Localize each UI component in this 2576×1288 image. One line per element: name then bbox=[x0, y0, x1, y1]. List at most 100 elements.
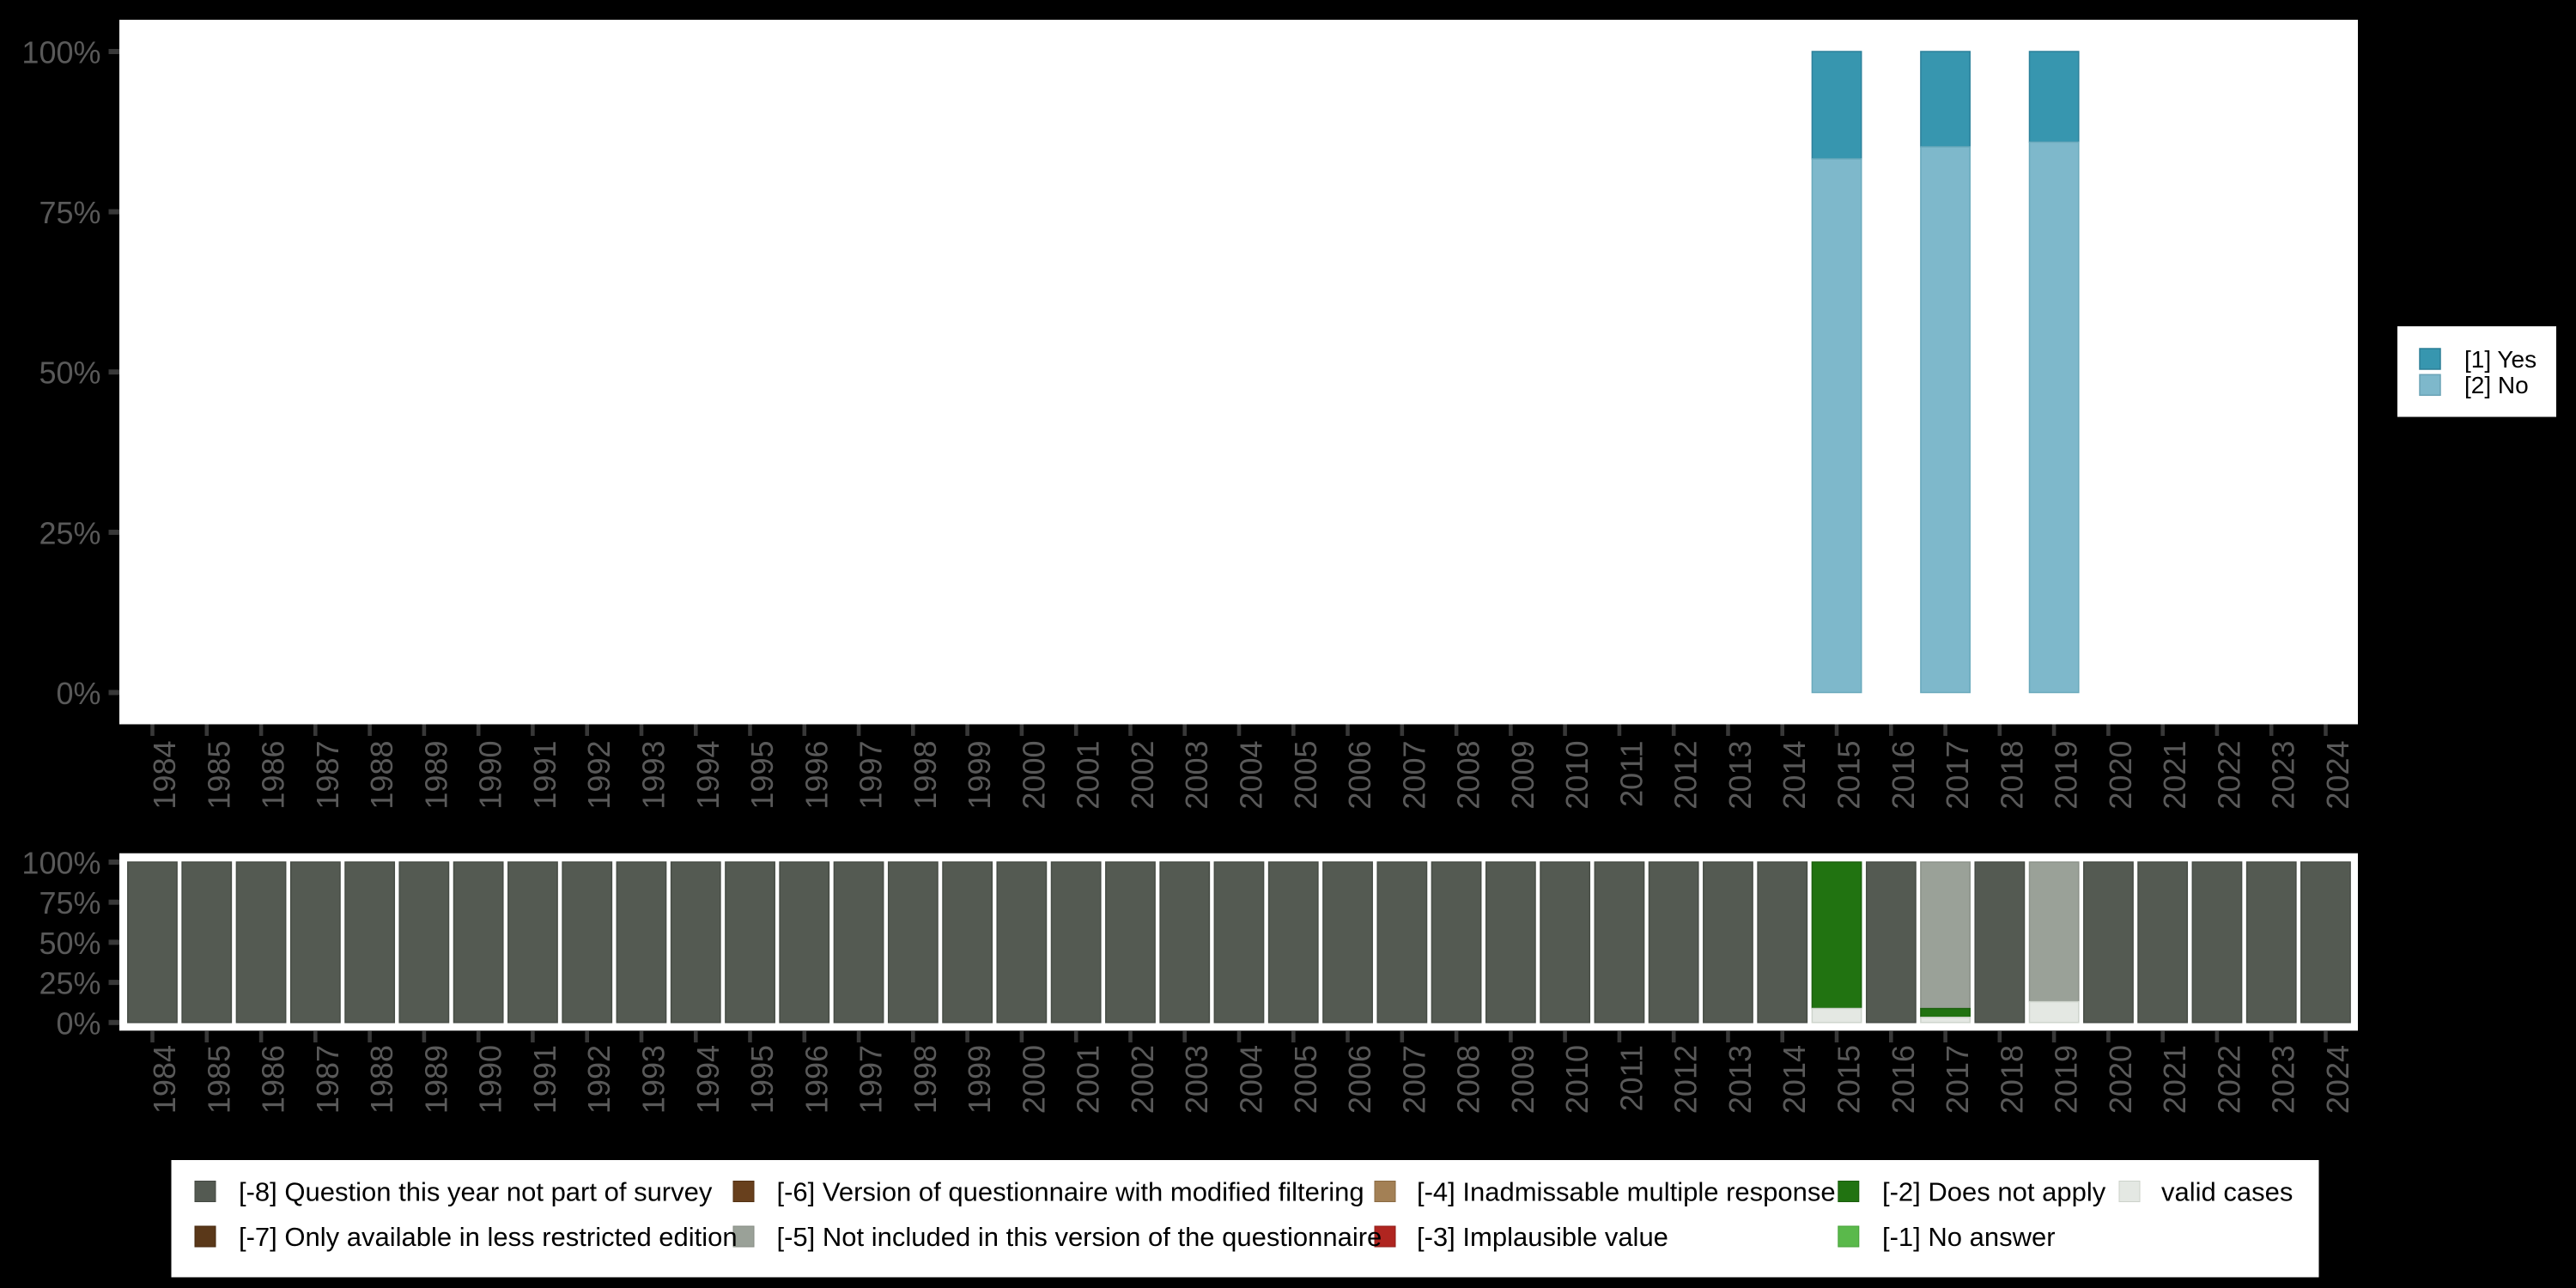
svg-text:2019: 2019 bbox=[2049, 741, 2084, 810]
svg-text:2003: 2003 bbox=[1179, 1045, 1214, 1114]
svg-text:1993: 1993 bbox=[636, 1045, 671, 1114]
svg-text:2021: 2021 bbox=[2157, 1045, 2192, 1114]
svg-text:1999: 1999 bbox=[962, 741, 997, 810]
svg-text:[-1] No answer: [-1] No answer bbox=[1882, 1222, 2056, 1252]
svg-text:1984: 1984 bbox=[147, 741, 182, 810]
svg-text:2024: 2024 bbox=[2320, 741, 2355, 810]
svg-text:2008: 2008 bbox=[1451, 1045, 1486, 1114]
svg-text:1987: 1987 bbox=[310, 741, 345, 810]
svg-text:50%: 50% bbox=[39, 926, 100, 961]
svg-text:2002: 2002 bbox=[1125, 741, 1160, 810]
svg-text:2013: 2013 bbox=[1722, 741, 1758, 810]
svg-text:1989: 1989 bbox=[418, 741, 453, 810]
svg-text:1986: 1986 bbox=[256, 1045, 291, 1114]
svg-text:2010: 2010 bbox=[1559, 1045, 1595, 1114]
svg-text:2015: 2015 bbox=[1832, 741, 1867, 810]
svg-text:100%: 100% bbox=[21, 35, 100, 70]
svg-text:1998: 1998 bbox=[908, 1045, 943, 1114]
svg-text:2012: 2012 bbox=[1668, 741, 1704, 810]
svg-text:1989: 1989 bbox=[418, 1045, 453, 1114]
svg-text:0%: 0% bbox=[56, 676, 100, 711]
svg-text:2022: 2022 bbox=[2211, 1045, 2246, 1114]
svg-text:2006: 2006 bbox=[1342, 741, 1377, 810]
svg-text:2022: 2022 bbox=[2211, 741, 2246, 810]
svg-text:[-7] Only available in less re: [-7] Only available in less restricted e… bbox=[239, 1222, 738, 1252]
svg-text:1998: 1998 bbox=[908, 741, 943, 810]
svg-text:1994: 1994 bbox=[690, 1045, 726, 1114]
svg-text:25%: 25% bbox=[39, 966, 100, 1001]
svg-text:[-8] Question this year not pa: [-8] Question this year not part of surv… bbox=[239, 1177, 713, 1207]
svg-text:2024: 2024 bbox=[2320, 1045, 2355, 1114]
svg-text:2015: 2015 bbox=[1832, 1045, 1867, 1114]
svg-text:2009: 2009 bbox=[1505, 741, 1540, 810]
svg-text:2023: 2023 bbox=[2266, 1045, 2301, 1114]
svg-text:[-2] Does not apply: [-2] Does not apply bbox=[1882, 1177, 2106, 1207]
svg-text:[-3] Implausible value: [-3] Implausible value bbox=[1417, 1222, 1668, 1252]
svg-text:2011: 2011 bbox=[1613, 1045, 1649, 1111]
svg-text:2001: 2001 bbox=[1071, 1045, 1106, 1114]
svg-text:2017: 2017 bbox=[1940, 741, 1975, 810]
svg-text:1997: 1997 bbox=[854, 741, 889, 810]
svg-text:[-5] Not included in this vers: [-5] Not included in this version of the… bbox=[777, 1222, 1382, 1252]
svg-text:2000: 2000 bbox=[1016, 1045, 1051, 1114]
svg-text:1987: 1987 bbox=[310, 1045, 345, 1114]
svg-text:[2] No: [2] No bbox=[2464, 372, 2529, 398]
svg-text:2009: 2009 bbox=[1505, 1045, 1540, 1114]
svg-text:2003: 2003 bbox=[1179, 741, 1214, 810]
svg-text:1988: 1988 bbox=[364, 741, 399, 810]
svg-text:1997: 1997 bbox=[854, 1045, 889, 1114]
svg-text:2008: 2008 bbox=[1451, 741, 1486, 810]
svg-text:2018: 2018 bbox=[1994, 1045, 2029, 1114]
svg-text:1999: 1999 bbox=[962, 1045, 997, 1114]
svg-text:25%: 25% bbox=[39, 515, 100, 550]
svg-text:1993: 1993 bbox=[636, 741, 671, 810]
svg-text:1996: 1996 bbox=[799, 741, 834, 810]
svg-text:[-4] Inadmissable multiple res: [-4] Inadmissable multiple response bbox=[1417, 1177, 1836, 1207]
svg-text:1996: 1996 bbox=[799, 1045, 834, 1114]
svg-text:75%: 75% bbox=[39, 195, 100, 230]
svg-text:2014: 2014 bbox=[1777, 1045, 1812, 1114]
svg-text:1985: 1985 bbox=[201, 741, 236, 810]
svg-text:1990: 1990 bbox=[473, 1045, 508, 1114]
svg-text:100%: 100% bbox=[21, 846, 100, 881]
svg-text:75%: 75% bbox=[39, 885, 100, 920]
svg-text:2019: 2019 bbox=[2049, 1045, 2084, 1114]
svg-text:2016: 2016 bbox=[1886, 741, 1921, 810]
svg-text:2023: 2023 bbox=[2266, 741, 2301, 810]
svg-text:2021: 2021 bbox=[2157, 741, 2192, 810]
svg-text:2000: 2000 bbox=[1016, 741, 1051, 810]
svg-text:1990: 1990 bbox=[473, 741, 508, 810]
svg-text:2007: 2007 bbox=[1396, 741, 1431, 810]
svg-text:[-6] Version of questionnaire: [-6] Version of questionnaire with modif… bbox=[777, 1177, 1364, 1207]
svg-text:1991: 1991 bbox=[527, 741, 562, 810]
svg-text:50%: 50% bbox=[39, 355, 100, 391]
svg-text:1991: 1991 bbox=[527, 1045, 562, 1114]
svg-text:2018: 2018 bbox=[1994, 741, 2029, 810]
svg-text:1995: 1995 bbox=[744, 1045, 780, 1114]
svg-text:1992: 1992 bbox=[581, 1045, 617, 1114]
svg-text:valid cases: valid cases bbox=[2161, 1177, 2293, 1207]
svg-text:1986: 1986 bbox=[256, 741, 291, 810]
svg-text:2020: 2020 bbox=[2103, 1045, 2138, 1114]
svg-text:1992: 1992 bbox=[581, 741, 617, 810]
svg-text:1988: 1988 bbox=[364, 1045, 399, 1114]
svg-text:1994: 1994 bbox=[690, 741, 726, 810]
svg-text:2017: 2017 bbox=[1940, 1045, 1975, 1114]
svg-text:2020: 2020 bbox=[2103, 741, 2138, 810]
svg-text:2012: 2012 bbox=[1668, 1045, 1704, 1114]
svg-text:[1] Yes: [1] Yes bbox=[2464, 346, 2537, 373]
svg-text:1985: 1985 bbox=[201, 1045, 236, 1114]
svg-text:2005: 2005 bbox=[1288, 1045, 1323, 1114]
svg-text:2004: 2004 bbox=[1234, 1045, 1269, 1114]
svg-text:2014: 2014 bbox=[1777, 741, 1812, 810]
svg-text:2001: 2001 bbox=[1071, 741, 1106, 810]
svg-text:2013: 2013 bbox=[1722, 1045, 1758, 1114]
svg-text:2011: 2011 bbox=[1613, 741, 1649, 807]
svg-text:2006: 2006 bbox=[1342, 1045, 1377, 1114]
svg-text:1984: 1984 bbox=[147, 1045, 182, 1114]
svg-text:2016: 2016 bbox=[1886, 1045, 1921, 1114]
svg-text:2010: 2010 bbox=[1559, 741, 1595, 810]
svg-text:2002: 2002 bbox=[1125, 1045, 1160, 1114]
svg-text:2004: 2004 bbox=[1234, 741, 1269, 810]
svg-text:2007: 2007 bbox=[1396, 1045, 1431, 1114]
